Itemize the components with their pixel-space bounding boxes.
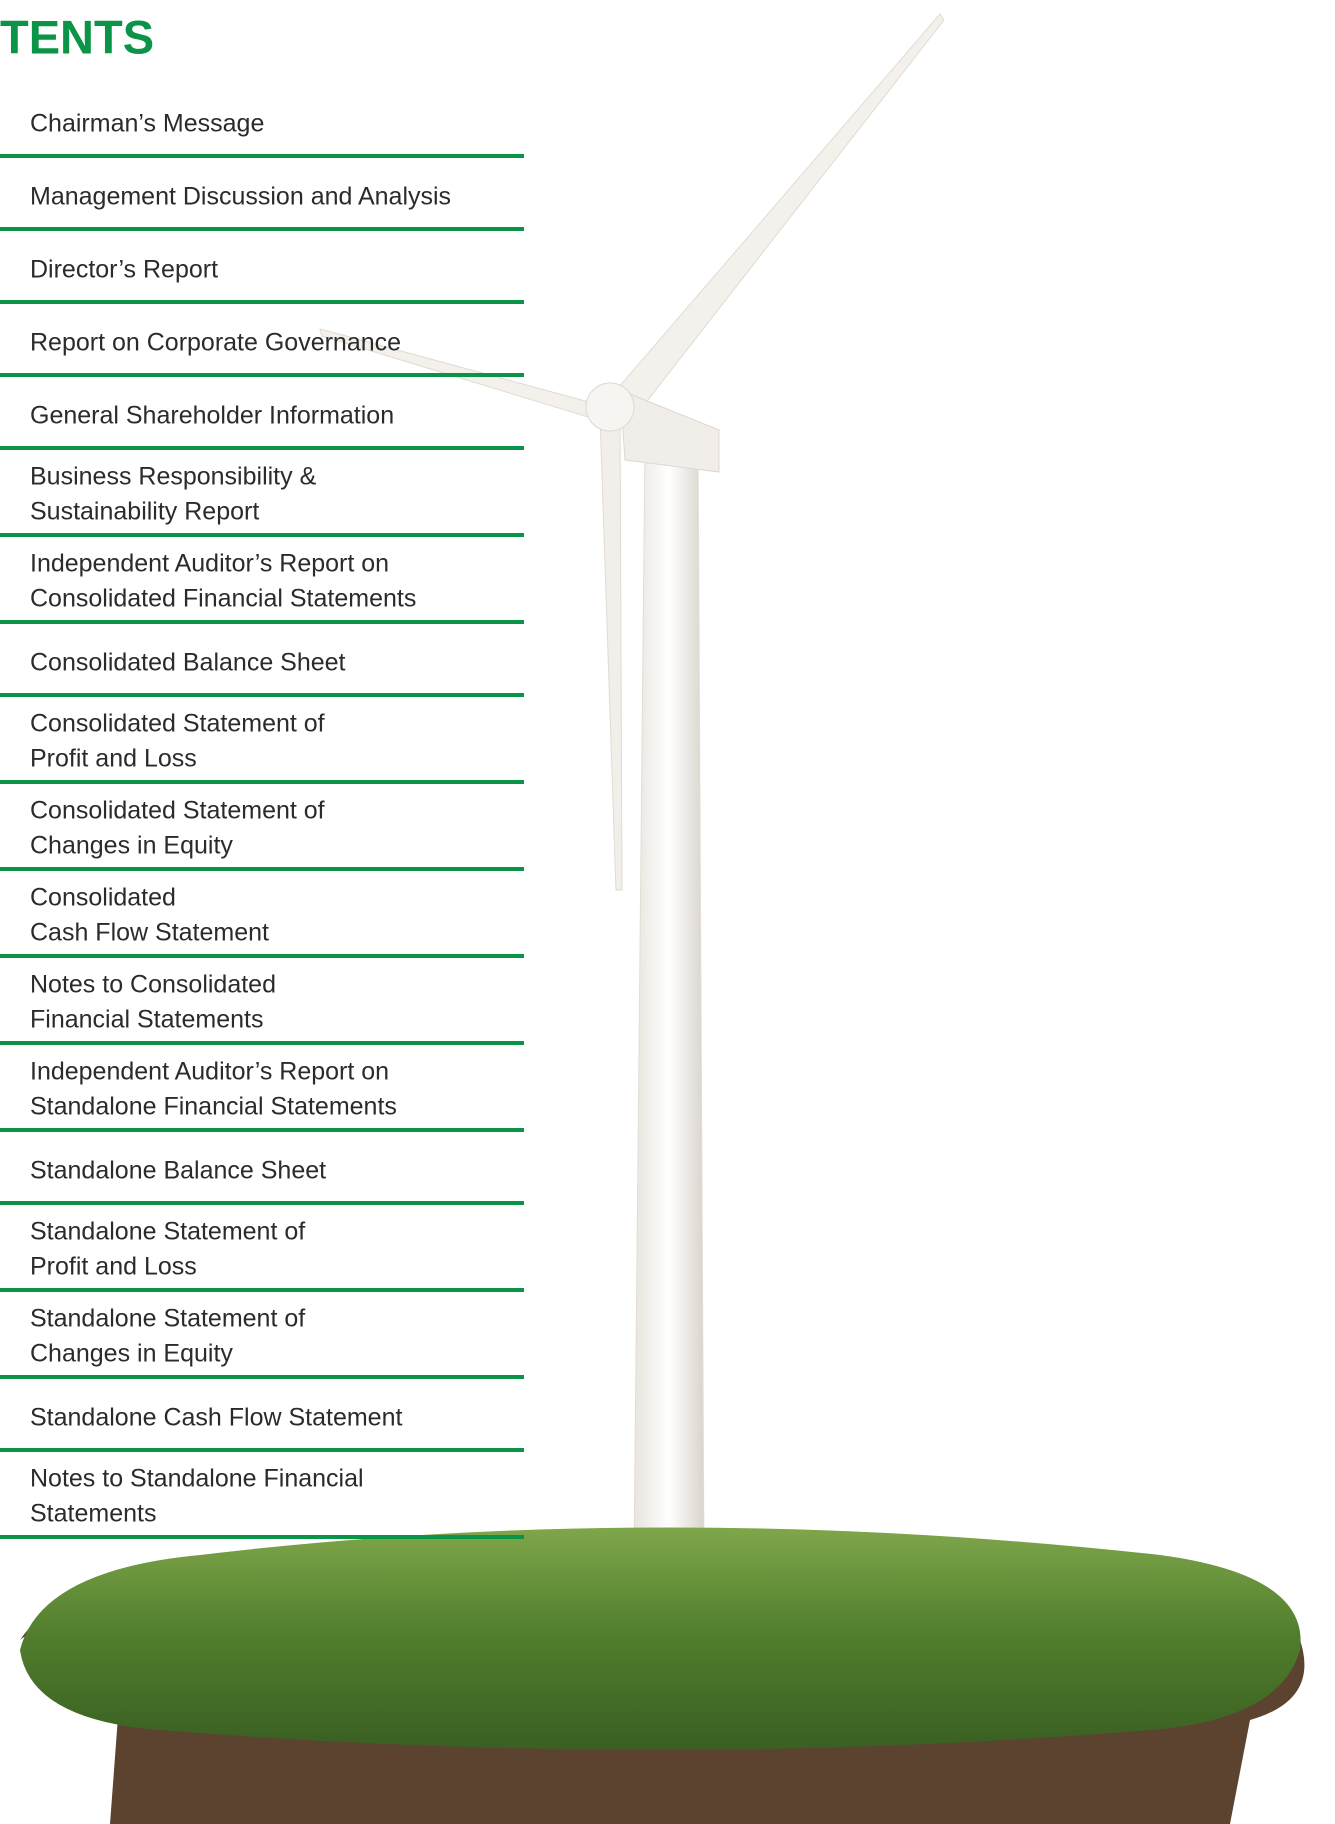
toc-item: Standalone Cash Flow Statement — [30, 1404, 402, 1432]
toc-item: Independent Auditor’s Report on — [30, 1058, 389, 1086]
toc-item: Consolidated Statement of — [30, 710, 325, 738]
grass-island — [20, 1527, 1305, 1824]
toc-item: Independent Auditor’s Report on — [30, 550, 389, 578]
separator — [0, 1041, 524, 1045]
toc-item: General Shareholder Information — [30, 402, 394, 430]
toc-item: Consolidated Balance Sheet — [30, 649, 346, 677]
toc-item: Consolidated Financial Statements — [30, 585, 416, 613]
toc-item: Sustainability Report — [30, 498, 259, 526]
separator — [0, 780, 524, 784]
separator — [0, 620, 524, 624]
separator — [0, 533, 524, 537]
toc-item: Standalone Statement of — [30, 1218, 305, 1246]
toc-item: Management Discussion and Analysis — [30, 183, 451, 211]
title: TENTS — [0, 10, 154, 63]
toc-item: Consolidated — [30, 884, 176, 912]
separator — [0, 1375, 524, 1379]
turbine-illustration — [319, 13, 945, 1561]
toc-list: Chairman’s Message Management Discussion … — [0, 110, 524, 1539]
separator — [0, 1448, 524, 1452]
toc-item: Notes to Consolidated — [30, 971, 276, 999]
separator — [0, 300, 524, 304]
separator — [0, 1128, 524, 1132]
toc-item: Standalone Balance Sheet — [30, 1157, 326, 1185]
toc-item: Notes to Standalone Financial — [30, 1465, 364, 1493]
separator — [0, 1288, 524, 1292]
toc-item: Changes in Equity — [30, 832, 233, 860]
toc-item: Standalone Statement of — [30, 1305, 305, 1333]
separator — [0, 1535, 524, 1539]
toc-item: Business Responsibility & — [30, 463, 317, 491]
toc-item: Director’s Report — [30, 256, 218, 284]
toc-item: Report on Corporate Governance — [30, 329, 401, 357]
toc-item: Profit and Loss — [30, 1253, 197, 1281]
separator — [0, 954, 524, 958]
separator — [0, 154, 524, 158]
separator — [0, 373, 524, 377]
separator — [0, 1201, 524, 1205]
separator — [0, 227, 524, 231]
separator — [0, 867, 524, 871]
toc-item: Chairman’s Message — [30, 110, 264, 138]
toc-item: Standalone Financial Statements — [30, 1093, 397, 1121]
separator — [0, 693, 524, 697]
toc-item: Cash Flow Statement — [30, 919, 269, 947]
toc-item: Changes in Equity — [30, 1340, 233, 1368]
toc-item: Profit and Loss — [30, 745, 197, 773]
separator — [0, 446, 524, 450]
toc-item: Consolidated Statement of — [30, 797, 325, 825]
toc-item: Financial Statements — [30, 1006, 263, 1034]
toc-item: Statements — [30, 1500, 156, 1528]
